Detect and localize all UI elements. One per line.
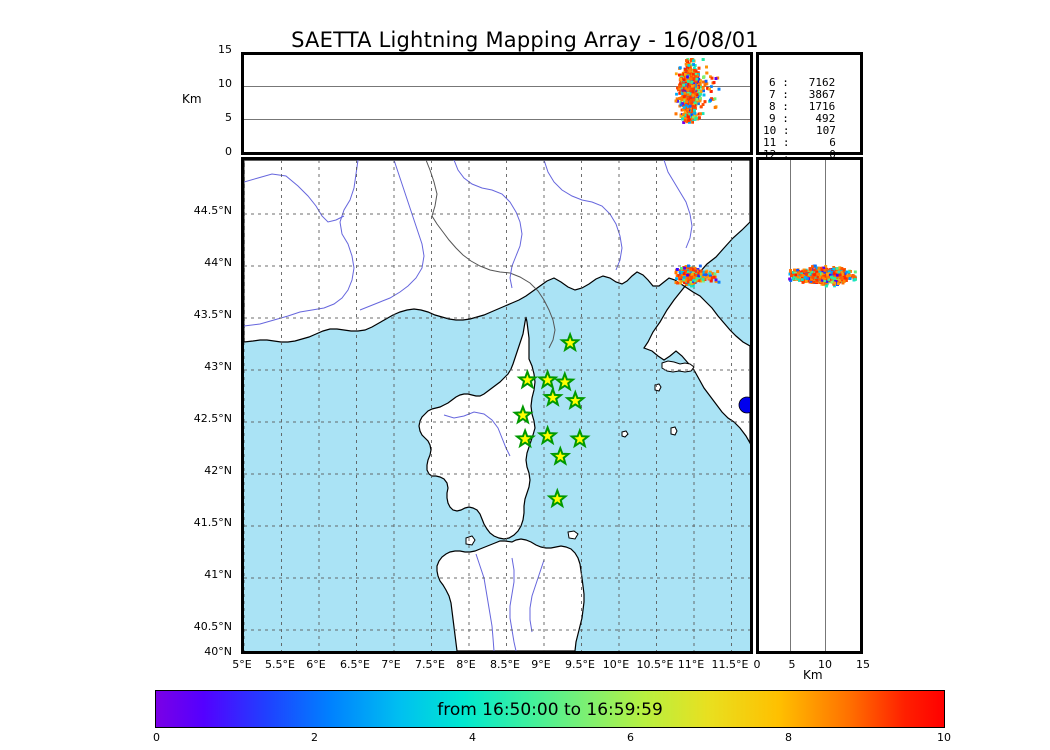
map-xtick-5.5: 5.5°E: [265, 658, 295, 671]
side-xtick-15: 15: [856, 658, 870, 671]
map-xtick-11: 11°E: [677, 658, 705, 671]
legend-row-9: 9 : 492: [769, 112, 836, 125]
top-ytick-5: 5: [225, 111, 232, 124]
map-scatter-points: [674, 264, 721, 288]
station-star: [546, 487, 569, 509]
side-xtick-0: 0: [753, 658, 761, 671]
station-star: [536, 424, 559, 446]
map-xtick-6: 6°E: [306, 658, 326, 671]
rivers: [244, 160, 693, 651]
station-star: [549, 445, 572, 466]
gridlines: [244, 160, 750, 651]
sardinia-river-1: [475, 553, 495, 651]
legend-row-7: 7 : 3867: [769, 88, 836, 101]
side-xtick-5: 5: [788, 658, 796, 671]
colorbar[interactable]: [155, 690, 945, 728]
side-xtick-10: 10: [818, 658, 832, 671]
top-ytick-0: 0: [225, 145, 232, 158]
gridline-km-5: [790, 160, 791, 651]
map-xtick-11.5: 11.5°E: [711, 658, 749, 671]
map-panel: [241, 157, 753, 654]
station-star: [542, 386, 564, 407]
station-star: [554, 370, 576, 392]
islet-maddalena: [567, 530, 579, 540]
station-star: [559, 331, 581, 353]
page-title: SAETTA Lightning Mapping Array - 16/08/0…: [291, 28, 759, 52]
country-borders: [425, 160, 556, 349]
legend-row-10: 10 : 107: [763, 124, 836, 137]
map-graphic: [244, 160, 750, 651]
mainland-europe: [244, 160, 750, 445]
altitude-latitude-panel: [756, 157, 863, 654]
islet-pianosa: [621, 430, 629, 438]
colorbar-tick-4: 4: [469, 731, 476, 744]
reference-point-marker: [738, 396, 750, 414]
top-ytick-10: 10: [218, 77, 232, 90]
colorbar-tick-8: 8: [785, 731, 792, 744]
map-ytick-41: 41°N: [204, 568, 232, 581]
legend-row-8: 8 : 1716: [769, 100, 836, 113]
islet-capraia: [654, 383, 662, 392]
gridline-km-10: [825, 160, 826, 651]
islet-asinara: [465, 535, 476, 546]
colorbar-gradient: [155, 690, 945, 728]
legend-row-6: 6 : 7162: [769, 76, 836, 89]
map-ytick-43: 43°N: [204, 360, 232, 373]
gridline-alt-10: [244, 86, 750, 87]
side-panel-scatter: [788, 264, 857, 288]
map-xtick-5: 5°E: [232, 658, 252, 671]
elba-island: [661, 360, 695, 373]
side-panel-axis-label: Km: [803, 668, 823, 682]
map-xtick-10: 10°E: [602, 658, 630, 671]
colorbar-time-range-label: from 16:50:00 to 16:59:59: [437, 700, 663, 720]
station-markers: [512, 331, 591, 509]
map-xtick-7.5: 7.5°E: [415, 658, 445, 671]
corsica: [418, 316, 536, 540]
islet-montecristo: [670, 426, 678, 436]
map-xtick-8.5: 8.5°E: [490, 658, 520, 671]
station-star: [516, 368, 539, 390]
map-ytick-42: 42°N: [204, 464, 232, 477]
top-ytick-15: 15: [218, 43, 232, 56]
colorbar-tick-2: 2: [311, 731, 318, 744]
sardinia: [436, 538, 585, 651]
station-star: [514, 427, 536, 449]
map-ytick-42.5: 42.5°N: [193, 412, 232, 425]
map-xtick-8: 8°E: [456, 658, 476, 671]
map-ytick-40.5: 40.5°N: [193, 620, 232, 633]
gridline-alt-5: [244, 119, 750, 120]
map-ytick-40: 40°N: [204, 645, 232, 658]
map-ytick-44.5: 44.5°N: [193, 204, 232, 217]
station-star: [569, 427, 591, 449]
sardinia-river-3: [529, 559, 545, 633]
colorbar-tick-0: 0: [153, 731, 160, 744]
map-xtick-9.5: 9.5°E: [565, 658, 595, 671]
altitude-longitude-panel: [241, 52, 753, 155]
legend-row-11: 11 : 6: [763, 136, 836, 149]
map-xtick-7: 7°E: [381, 658, 401, 671]
station-star: [512, 403, 534, 425]
corsica-river: [443, 411, 511, 457]
station-star: [536, 368, 559, 390]
station-star: [564, 389, 587, 411]
land-masses: [244, 160, 750, 651]
map-xtick-10.5: 10.5°E: [636, 658, 674, 671]
station-count-legend: 6 : 7162 7 : 3867 8 : 1716 9 : 492 10 : …: [756, 52, 863, 161]
map-ytick-44: 44°N: [204, 256, 232, 269]
colorbar-tick-6: 6: [627, 731, 634, 744]
top-panel-scatter: [674, 58, 721, 124]
map-ytick-43.5: 43.5°N: [193, 308, 232, 321]
map-ytick-41.5: 41.5°N: [193, 516, 232, 529]
top-panel-axis-label: Km: [182, 92, 202, 106]
map-xtick-9: 9°E: [531, 658, 551, 671]
map-xtick-6.5: 6.5°E: [340, 658, 370, 671]
sardinia-river-2: [509, 557, 517, 651]
colorbar-tick-10: 10: [937, 731, 951, 744]
